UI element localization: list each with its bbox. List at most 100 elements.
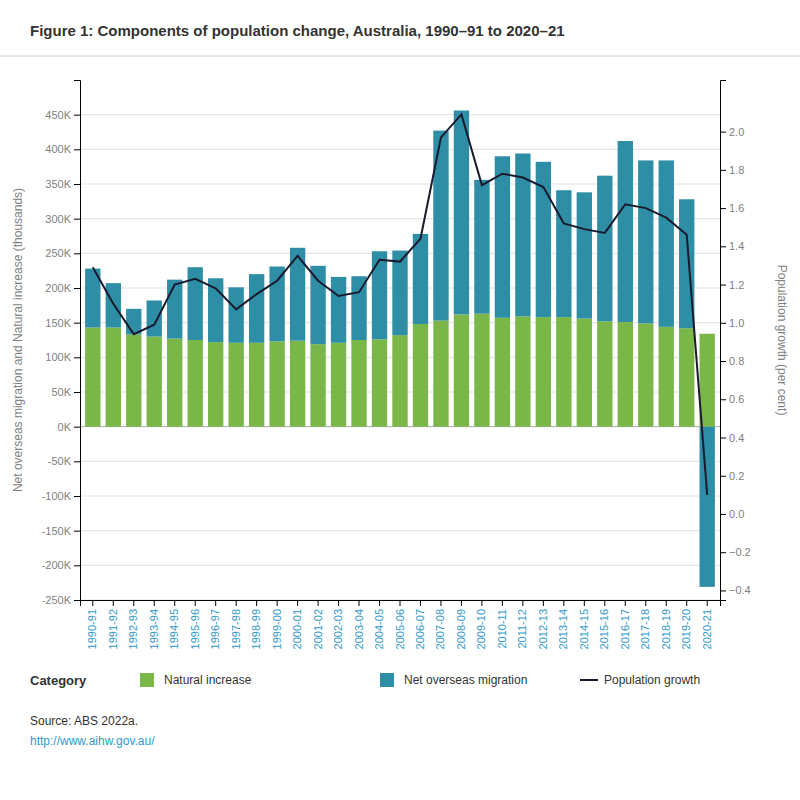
x-tick: 2007-08: [434, 600, 446, 649]
x-tick: 2002-03: [332, 600, 344, 649]
bar: [638, 323, 653, 426]
tick-mark: [338, 600, 339, 606]
x-tick: 2008-09: [455, 600, 467, 649]
bar: [372, 339, 387, 426]
x-tick: 1991-92: [107, 600, 119, 649]
x-tick-label: 2010-11: [496, 609, 508, 649]
tick-mark: [236, 600, 237, 606]
y2-tick-label: −0.4: [729, 584, 751, 596]
bar: [495, 318, 510, 427]
bar: [577, 192, 592, 318]
axis-line: [74, 81, 81, 601]
marks: [85, 111, 715, 587]
tick-mark: [174, 600, 175, 606]
bar: [147, 337, 162, 427]
bar: [679, 328, 694, 426]
y2-tick: 1.0: [720, 317, 744, 329]
x-tick-label: 2000-01: [291, 609, 303, 649]
tick-mark: [481, 600, 482, 606]
x-tick: 2006-07: [414, 600, 426, 649]
y-tick: 50K: [51, 386, 80, 398]
bar: [618, 322, 633, 427]
x-tick: 2010-11: [496, 600, 508, 649]
x-tick: 1994-95: [168, 600, 180, 649]
tick-mark: [720, 399, 726, 400]
bar: [331, 343, 346, 427]
bar: [577, 319, 592, 427]
x-tick-label: 1993-94: [148, 609, 160, 649]
bar: [351, 276, 366, 340]
x-tick: 1995-96: [189, 600, 201, 649]
x-tick-label: 1998-99: [250, 609, 262, 649]
annotation: Source: ABS 2022a.: [30, 714, 138, 728]
tick-mark: [74, 253, 80, 254]
legend: CategoryNatural increaseNet overseas mig…: [30, 673, 700, 688]
bar: [249, 274, 264, 343]
tick-mark: [645, 600, 646, 606]
tick-mark: [133, 600, 134, 606]
x-tick-label: 2016-17: [619, 609, 631, 649]
grid-line: [80, 496, 720, 497]
bar: [269, 341, 284, 426]
axis-line: [81, 601, 721, 607]
y2-tick-label: 0.0: [729, 508, 744, 520]
grid-line: [80, 461, 720, 462]
bar: [310, 344, 325, 427]
y-tick: -200K: [42, 559, 80, 571]
tick-mark: [720, 476, 726, 477]
x-tick: 2001-02: [312, 600, 324, 649]
tick-mark: [720, 552, 726, 553]
y-tick: -100K: [42, 490, 80, 502]
x-tick: 1996-97: [209, 600, 221, 649]
x-tick: 1997-98: [230, 600, 242, 649]
grid: [80, 115, 720, 600]
x-tick: 1990-91: [86, 600, 98, 649]
legend-label: Population growth: [604, 673, 700, 687]
bar: [618, 141, 633, 322]
tick-mark: [359, 600, 360, 606]
bar: [167, 280, 182, 339]
bar: [351, 340, 366, 427]
x-tick-label: 2008-09: [455, 609, 467, 649]
bar: [659, 327, 674, 427]
tick-mark: [297, 600, 298, 606]
tick-mark: [74, 357, 80, 358]
x-tick-label: 2018-19: [660, 609, 672, 649]
tick-mark: [720, 132, 726, 133]
x-tick-label: 2015-16: [598, 609, 610, 649]
y-tick: -50K: [48, 455, 80, 467]
bar: [474, 180, 489, 314]
tick-mark: [74, 461, 80, 462]
y2-tick: 0.0: [720, 508, 744, 520]
legend-item: Natural increase: [140, 673, 252, 687]
x-tick: 2019-20: [680, 600, 692, 649]
tick-mark: [720, 361, 726, 362]
tick-mark: [720, 246, 726, 247]
tick-mark: [686, 600, 687, 606]
y-axis: -250K-200K-150K-100K-50K0K50K100K150K200…: [42, 81, 81, 607]
tick-mark: [74, 496, 80, 497]
legend-label: Net overseas migration: [404, 673, 527, 687]
bar: [290, 341, 305, 427]
y2-tick: 1.4: [720, 240, 744, 252]
bar: [228, 343, 243, 427]
y-tick: 350K: [45, 178, 80, 190]
y2-tick-label: −0.2: [729, 546, 751, 558]
legend-item: Net overseas migration: [380, 673, 527, 687]
x-tick-label: 2001-02: [312, 609, 324, 649]
y2-axis-title: Population growth (per cent): [775, 265, 789, 416]
x-tick: 1992-93: [127, 600, 139, 649]
y-tick-label: -50K: [48, 455, 72, 467]
x-tick: 2020-21: [701, 600, 713, 649]
bar: [372, 251, 387, 339]
tick-mark: [318, 600, 319, 606]
y-tick-label: 200K: [45, 282, 71, 294]
x-tick-label: 1990-91: [86, 609, 98, 649]
tick-mark: [720, 514, 726, 515]
bar: [106, 328, 121, 427]
grid-line: [80, 530, 720, 531]
y2-tick-label: 1.6: [729, 202, 744, 214]
bar: [638, 160, 653, 323]
y2-tick: 0.4: [720, 432, 744, 444]
x-tick-label: 1997-98: [230, 609, 242, 649]
